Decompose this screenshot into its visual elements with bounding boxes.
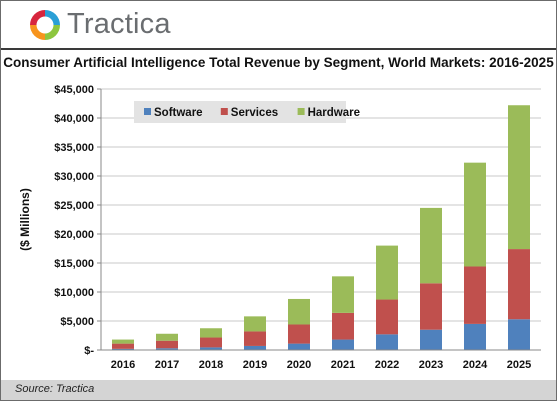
source-bar: Source: Tractica [1, 380, 556, 400]
bar-hardware-2021 [332, 276, 354, 313]
bar-hardware-2023 [420, 207, 442, 284]
x-tick-label: 2024 [463, 359, 488, 371]
x-tick-label: 2018 [199, 359, 223, 371]
y-tick-label: $45,000 [54, 84, 94, 96]
bar-software-2022 [376, 334, 398, 350]
bar-hardware-2024 [464, 162, 486, 267]
legend-swatch-services [220, 108, 228, 115]
legend-label-services: Services [231, 107, 278, 119]
bar-software-2025 [508, 319, 530, 350]
legend-label-hardware: Hardware [308, 107, 360, 119]
y-tick-label: $- [84, 345, 94, 357]
y-tick-label: $5,000 [60, 316, 94, 328]
bar-services-2019 [244, 331, 266, 346]
bar-services-2018 [200, 337, 222, 348]
legend-box [134, 101, 346, 123]
bar-services-2022 [376, 299, 398, 335]
x-tick-label: 2023 [419, 359, 443, 371]
bar-hardware-2016 [112, 339, 134, 344]
bar-services-2020 [288, 324, 310, 344]
bar-services-2025 [508, 249, 530, 320]
legend-label-software: Software [154, 107, 203, 119]
tractica-logo: Tractica [27, 7, 247, 47]
y-tick-label: $30,000 [54, 171, 94, 183]
y-tick-label: $20,000 [54, 229, 94, 241]
bar-software-2024 [464, 323, 486, 350]
header-divider [1, 48, 556, 50]
bar-hardware-2020 [288, 298, 310, 325]
chart-title: Consumer Artificial Intelligence Total R… [3, 55, 554, 70]
y-axis-label: ($ Millions) [18, 188, 32, 251]
bar-software-2023 [420, 329, 442, 350]
x-tick-label: 2022 [375, 359, 399, 371]
tractica-logo-icon [30, 10, 60, 40]
bar-software-2021 [332, 339, 354, 350]
y-tick-label: $25,000 [54, 200, 94, 212]
bar-services-2023 [420, 283, 442, 330]
bar-software-2016 [112, 348, 134, 350]
y-tick-label: $35,000 [54, 142, 94, 154]
x-tick-label: 2016 [111, 359, 135, 371]
x-tick-label: 2020 [287, 359, 311, 371]
bar-hardware-2025 [508, 105, 530, 250]
source-note: Source: Tractica [15, 383, 95, 395]
x-tick-label: 2025 [507, 359, 531, 371]
x-tick-label: 2017 [155, 359, 179, 371]
bar-software-2020 [288, 343, 310, 350]
bar-services-2017 [156, 340, 178, 349]
y-tick-label: $15,000 [54, 258, 94, 270]
bar-hardware-2018 [200, 328, 222, 338]
bar-software-2018 [200, 347, 222, 350]
y-tick-label: $40,000 [54, 113, 94, 125]
x-tick-label: 2021 [331, 359, 355, 371]
bar-services-2016 [112, 343, 134, 349]
bar-hardware-2019 [244, 316, 266, 332]
brand-name: Tractica [67, 8, 171, 40]
x-tick-label: 2019 [243, 359, 267, 371]
bar-software-2019 [244, 345, 266, 350]
bar-hardware-2022 [376, 245, 398, 300]
y-tick-label: $10,000 [54, 287, 94, 299]
bar-hardware-2017 [156, 333, 178, 341]
legend-swatch-hardware [297, 108, 305, 115]
bar-services-2021 [332, 312, 354, 340]
legend-swatch-software [144, 108, 151, 115]
bar-software-2017 [156, 348, 178, 350]
stacked-bar-chart: $- $5,000 $10,000 $15,000 $20,000 $25,000 $30,… [18, 84, 541, 371]
bar-services-2024 [464, 266, 486, 324]
